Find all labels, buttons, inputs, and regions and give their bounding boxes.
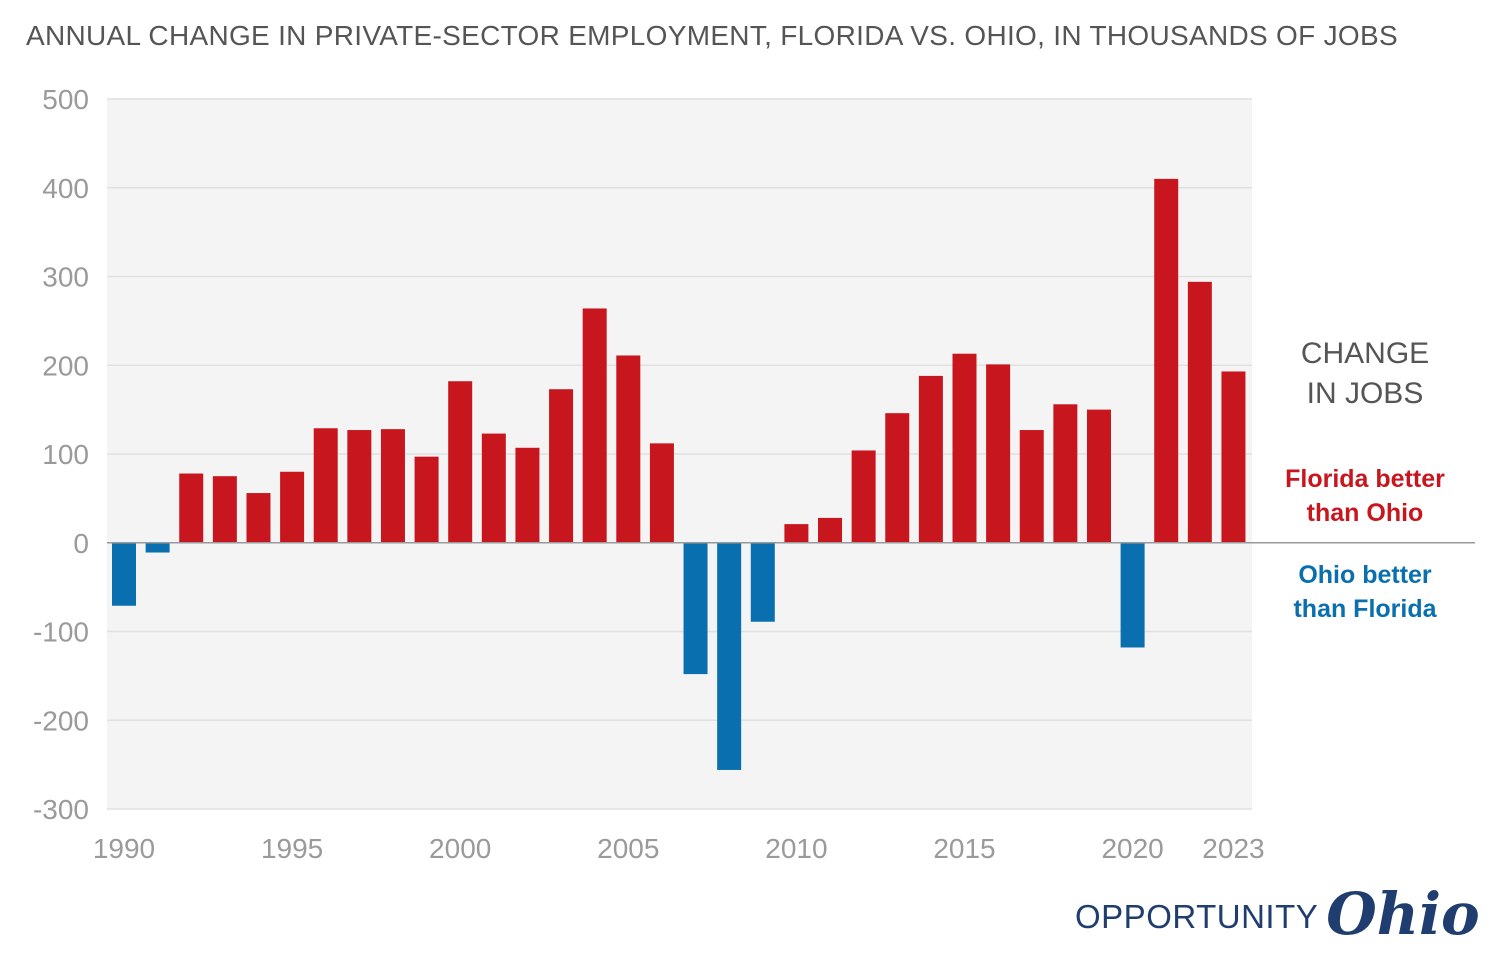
y-tick-label: 200 [42,350,89,381]
logo-word: OPPORTUNITY [1075,898,1319,935]
positive-label-line-1: Florida better [1285,465,1445,493]
x-tick-label: 2000 [429,833,491,864]
bar-1993 [212,476,237,543]
bar-2009 [750,542,775,622]
y-tick-label: 300 [42,262,89,293]
bar-1998 [380,429,405,543]
bar-2001 [481,433,506,543]
logo-script: Ohio [1326,880,1480,948]
y-tick-label: 400 [42,173,89,204]
y-tick-label: -100 [33,617,89,648]
y-tick-label: -300 [33,794,89,825]
bar-2023 [1221,371,1246,543]
y-tick-label: 100 [42,439,89,470]
bar-2002 [515,447,540,543]
bar-2010 [784,524,809,543]
bar-1992 [179,473,204,543]
negative-label-line-2: than Florida [1293,595,1437,623]
bar-2013 [885,413,910,543]
x-tick-label: 1995 [261,833,323,864]
bar-2020 [1120,542,1145,648]
bar-2014 [918,375,943,543]
positive-label-line-2: than Ohio [1306,499,1424,527]
bar-2021 [1154,178,1179,543]
bar-2016 [986,364,1011,543]
side-title-line-2: IN JOBS [1306,377,1424,410]
bar-2006 [649,443,674,543]
x-tick-label: 2023 [1202,833,1264,864]
x-tick-label: 2005 [597,833,659,864]
negative-label-line-1: Ohio better [1298,561,1432,589]
bar-1997 [347,430,372,543]
y-tick-label: 0 [73,528,89,559]
bar-2022 [1187,281,1212,543]
x-tick-label: 2015 [933,833,995,864]
bar-2018 [1053,404,1078,543]
bar-2008 [717,542,742,770]
x-tick-label: 2020 [1101,833,1163,864]
chart-title: ANNUAL CHANGE IN PRIVATE-SECTOR EMPLOYME… [26,20,1398,51]
x-tick-label: 1990 [93,833,155,864]
x-tick-label: 2010 [765,833,827,864]
y-tick-label: 500 [42,84,89,115]
bar-1999 [414,456,439,543]
bar-2000 [448,381,473,543]
bar-2012 [851,450,876,543]
bar-1995 [280,471,305,543]
opportunity-ohio-logo: OPPORTUNITY Ohio [1075,880,1480,948]
bar-1990 [112,542,136,606]
y-tick-label: -200 [33,705,89,736]
bar-1991 [145,542,170,553]
bar-2005 [616,355,641,543]
bar-2019 [1086,409,1111,543]
bar-2004 [582,308,607,543]
side-title-line-1: CHANGE [1300,337,1430,370]
bar-2017 [1019,430,1044,543]
bar-1996 [313,428,338,543]
bar-2003 [549,389,574,543]
bar-2011 [818,517,843,543]
bar-2007 [683,542,708,675]
bar-1994 [246,493,271,543]
bar-2015 [952,353,977,543]
